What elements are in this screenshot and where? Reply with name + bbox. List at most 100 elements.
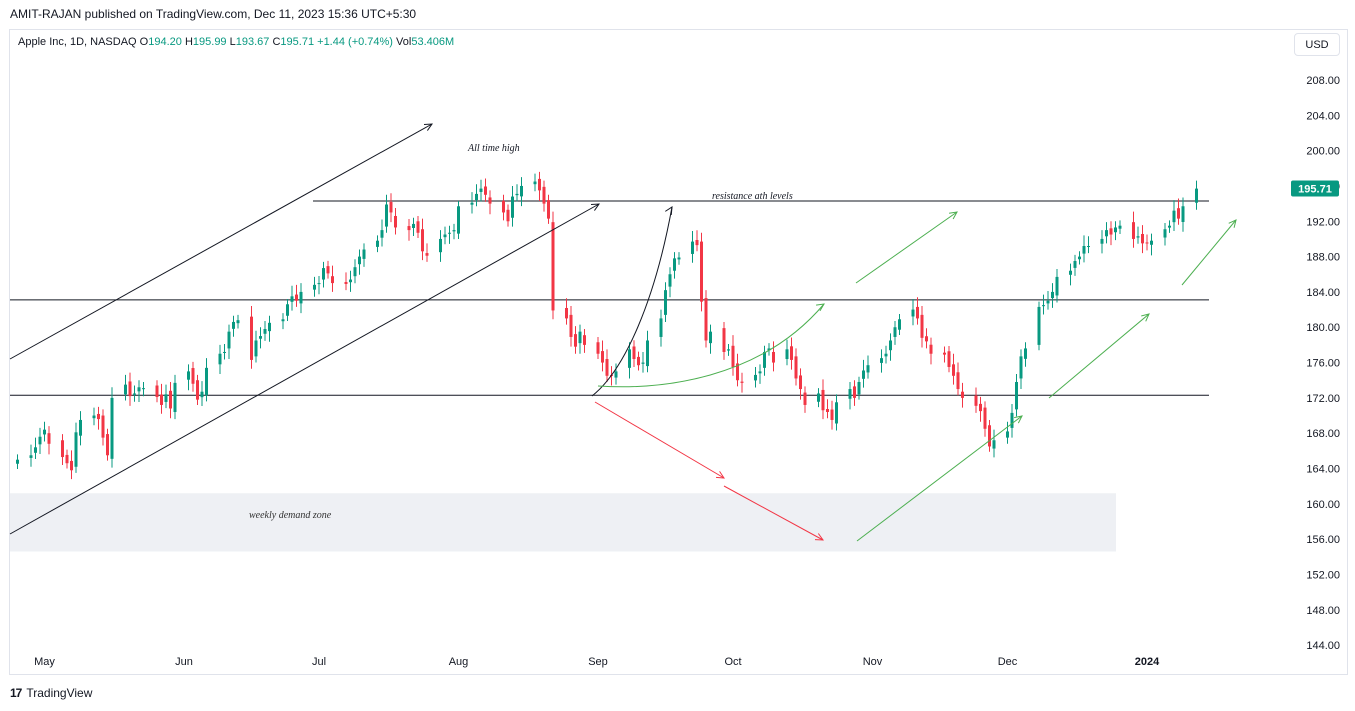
candle-body — [353, 267, 357, 277]
rally-curve-arrow-head — [665, 206, 673, 216]
channel-lower-arrow-head — [590, 203, 601, 211]
candle-body — [313, 284, 316, 290]
candle — [218, 344, 222, 375]
green-arrow-3-path — [1048, 313, 1150, 399]
candle — [565, 298, 568, 325]
candle-body — [583, 335, 586, 345]
red-down-arrow-2[interactable] — [723, 485, 825, 541]
candle-body — [106, 434, 109, 456]
candle-body — [1109, 228, 1113, 235]
candle-body — [65, 454, 69, 464]
low-label: L — [229, 36, 236, 48]
candle — [1163, 223, 1167, 246]
green-arrow-4[interactable] — [1181, 219, 1237, 286]
all-time-high-label: All time high — [467, 143, 520, 154]
candle — [268, 315, 271, 342]
candle — [929, 337, 933, 365]
candle — [956, 362, 960, 396]
green-curve-arrow[interactable] — [597, 303, 825, 388]
candle — [470, 192, 474, 214]
candle-body — [281, 319, 285, 322]
candle-body — [920, 314, 924, 338]
candle — [920, 306, 924, 348]
candle — [646, 330, 649, 373]
candle — [488, 190, 492, 215]
candle-body — [29, 455, 33, 458]
candle-body — [740, 381, 744, 383]
candle-body — [349, 279, 352, 283]
candle — [389, 193, 393, 223]
candle — [137, 380, 141, 402]
candle — [187, 364, 190, 391]
candle — [961, 382, 964, 408]
red-down-arrow-1[interactable] — [594, 401, 725, 479]
candle — [695, 230, 699, 252]
candle — [385, 194, 388, 233]
time-tick-label: Sep — [588, 656, 608, 668]
candle — [1114, 221, 1117, 241]
candle-body — [1019, 356, 1023, 379]
demand-zone-label: weekly demand zone — [249, 510, 332, 521]
time-tick-label: Jul — [312, 656, 326, 668]
channel-lower-arrow[interactable] — [9, 203, 601, 535]
candle-body — [205, 367, 208, 396]
candle — [794, 348, 798, 386]
weekly-demand-zone[interactable] — [10, 493, 1116, 552]
candle-body — [659, 318, 663, 337]
candle-body — [1078, 256, 1081, 260]
time-tick-label: May — [34, 656, 55, 668]
candle — [16, 454, 19, 470]
candle-body — [542, 186, 546, 204]
volume-value: 53.406M — [411, 36, 455, 48]
candle-body — [983, 407, 987, 429]
candle-body — [299, 291, 303, 304]
candle — [979, 396, 982, 422]
time-axis[interactable]: May Jun Jul Aug Sep Oct Nov Dec 2024 — [34, 656, 1160, 668]
candle — [538, 171, 541, 201]
green-arrow-2[interactable] — [856, 415, 1023, 542]
candle — [457, 200, 460, 239]
candle — [1141, 225, 1144, 254]
symbol-title[interactable]: Apple Inc, 1D, NASDAQ — [18, 36, 137, 48]
channel-upper-arrow[interactable] — [9, 123, 434, 360]
candle — [74, 422, 78, 473]
candle — [659, 309, 663, 347]
candle — [1150, 233, 1153, 256]
price-tick-label: 156.00 — [1306, 534, 1340, 546]
green-arrow-3[interactable] — [1048, 313, 1150, 399]
currency-button[interactable]: USD — [1294, 33, 1340, 56]
rally-curve-arrow-path — [591, 206, 673, 397]
candle — [596, 336, 600, 360]
price-tick-label: 164.00 — [1306, 464, 1340, 476]
candle-body — [1163, 229, 1167, 238]
open-label: O — [139, 36, 149, 48]
rally-curve-arrow[interactable] — [591, 206, 673, 397]
candle — [520, 177, 523, 207]
candle-body — [488, 197, 492, 204]
candlesticks — [16, 171, 1198, 480]
candle — [106, 428, 109, 461]
candle-body — [565, 307, 568, 319]
candle — [754, 366, 757, 388]
candle-body — [794, 356, 798, 379]
candle — [763, 345, 766, 376]
candle-body — [538, 178, 541, 191]
candle — [295, 284, 298, 307]
candle — [911, 298, 915, 326]
candle — [1181, 197, 1185, 232]
price-axis[interactable]: 208.00204.00200.00196.00192.00188.00184.… — [1306, 75, 1340, 652]
candle-body — [187, 371, 190, 380]
candle-body — [551, 222, 555, 311]
price-tick-label: 176.00 — [1306, 358, 1340, 370]
candle-body — [38, 436, 42, 445]
candle — [722, 321, 726, 360]
tradingview-footer[interactable]: 17 TradingView — [10, 686, 92, 700]
candle — [1024, 342, 1027, 367]
candle — [128, 372, 132, 406]
candle-body — [317, 283, 321, 285]
candle-body — [362, 249, 366, 259]
candle — [511, 185, 514, 227]
green-arrow-1[interactable] — [855, 211, 958, 284]
candle — [353, 259, 357, 284]
